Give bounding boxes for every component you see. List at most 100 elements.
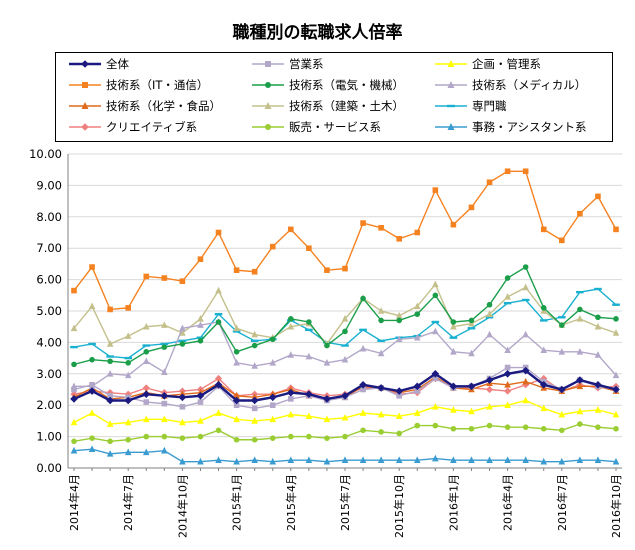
data-point (143, 349, 150, 355)
data-point (124, 448, 132, 456)
data-point (106, 370, 114, 377)
data-point (71, 287, 77, 294)
data-point (577, 306, 583, 313)
data-point (233, 391, 240, 399)
legend-label: 事務・アシスタント系 (472, 120, 587, 134)
legend-label: 技術系（化学・食品） (106, 99, 221, 113)
data-point (269, 435, 276, 441)
data-point (160, 342, 169, 346)
data-point (287, 388, 295, 397)
data-point (125, 436, 131, 443)
data-point (251, 436, 258, 443)
data-point (287, 410, 295, 418)
y-tick-label: 2.00 (36, 398, 62, 412)
legend-swatch (252, 102, 284, 109)
data-point (612, 410, 620, 418)
y-tick-label: 7.00 (36, 241, 62, 255)
data-point (359, 409, 367, 416)
data-point (179, 324, 186, 332)
x-tick-label: 2015年7月 (338, 474, 352, 531)
legend-item: 販売・サービス系 (251, 119, 381, 135)
data-point (142, 322, 150, 330)
legend-item: クリエイティブ系 (68, 119, 197, 135)
y-tick-label: 10.00 (29, 147, 62, 161)
data-point (395, 412, 403, 419)
data-point (196, 391, 205, 400)
data-point (106, 420, 114, 427)
data-point (287, 351, 295, 358)
data-point (251, 330, 258, 338)
data-point (413, 302, 421, 310)
data-point (522, 456, 529, 463)
data-point (504, 456, 511, 463)
data-point (431, 320, 440, 324)
data-point (378, 317, 384, 324)
data-point (233, 415, 240, 423)
data-point (251, 417, 258, 424)
legend-swatch (435, 60, 467, 67)
data-point (432, 375, 439, 382)
data-point (233, 324, 240, 332)
data-point (540, 425, 547, 432)
data-point (197, 321, 204, 328)
data-point (179, 341, 186, 347)
data-point (342, 433, 348, 440)
x-tick-label: 2015年4月 (284, 474, 298, 531)
legend-label: 営業系 (289, 57, 324, 71)
data-point (413, 382, 422, 391)
data-point (467, 382, 476, 391)
data-point (269, 402, 276, 408)
data-point (215, 229, 222, 236)
data-point (264, 102, 272, 109)
data-point (89, 381, 95, 388)
y-tick-label: 5.00 (36, 304, 62, 318)
data-point (540, 346, 548, 354)
data-point (503, 301, 512, 305)
data-point (377, 410, 385, 418)
data-point (161, 433, 168, 440)
x-tick-label: 2014年7月 (121, 474, 135, 531)
data-point (107, 358, 113, 365)
data-point (269, 415, 277, 423)
data-point (269, 359, 277, 366)
data-point (486, 310, 493, 317)
data-point (341, 456, 349, 463)
data-point (576, 290, 584, 294)
legend-item: 専門職 (434, 98, 507, 114)
data-point (305, 328, 313, 332)
series-line (73, 282, 617, 346)
data-point (142, 390, 151, 399)
data-point (124, 332, 132, 339)
data-point (576, 348, 584, 355)
data-point (215, 319, 222, 325)
data-point (233, 402, 240, 408)
data-point (486, 422, 493, 429)
data-point (288, 316, 294, 322)
data-point (613, 316, 619, 322)
data-point (305, 412, 313, 419)
data-point (359, 380, 367, 389)
data-point (522, 283, 529, 291)
legend-label: 販売・サービス系 (289, 120, 381, 134)
data-point (576, 315, 584, 322)
data-point (522, 168, 529, 175)
legend-swatch (435, 123, 467, 130)
data-point (178, 393, 187, 402)
data-point (468, 407, 475, 415)
x-tick-label: 2016年4月 (501, 474, 515, 531)
data-point (265, 82, 271, 88)
data-point (161, 321, 168, 328)
data-point (558, 316, 566, 319)
y-tick-label: 1.00 (36, 430, 62, 444)
data-point (594, 380, 602, 389)
data-point (485, 316, 494, 319)
data-point (82, 82, 88, 88)
data-point (341, 413, 349, 421)
data-point (504, 401, 511, 408)
data-point (179, 329, 186, 336)
grid (68, 153, 622, 469)
data-point (306, 319, 312, 325)
legend-item: 企画・管理系 (434, 56, 541, 72)
data-point (179, 435, 186, 441)
data-point (251, 362, 258, 369)
